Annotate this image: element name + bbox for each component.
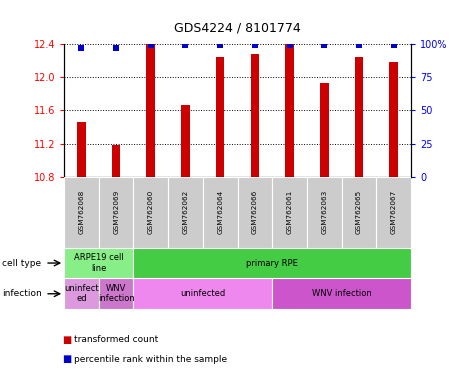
Text: GSM762060: GSM762060 — [148, 190, 154, 234]
Text: GSM762069: GSM762069 — [113, 190, 119, 234]
Text: GSM762062: GSM762062 — [182, 190, 189, 234]
Bar — [133, 177, 168, 248]
Text: uninfected: uninfected — [180, 289, 226, 298]
Text: WNV infection: WNV infection — [312, 289, 371, 298]
Text: ■: ■ — [62, 335, 71, 345]
Bar — [64, 177, 99, 248]
Point — [181, 42, 189, 48]
Text: GSM762065: GSM762065 — [356, 190, 362, 234]
Point — [251, 42, 259, 48]
Text: transformed count: transformed count — [74, 335, 158, 344]
Point — [286, 42, 294, 48]
Bar — [112, 145, 121, 177]
Text: ARPE19 cell
line: ARPE19 cell line — [74, 253, 124, 273]
Bar — [272, 177, 307, 248]
Point — [217, 42, 224, 48]
Text: ■: ■ — [62, 354, 71, 364]
Text: GSM762068: GSM762068 — [78, 190, 85, 234]
Bar — [77, 122, 86, 177]
Bar — [64, 278, 99, 309]
Bar — [272, 278, 411, 309]
Bar — [216, 58, 225, 177]
Bar — [250, 54, 259, 177]
Bar — [181, 104, 190, 177]
Text: uninfect
ed: uninfect ed — [64, 284, 99, 303]
Bar — [133, 278, 272, 309]
Text: WNV
infection: WNV infection — [98, 284, 134, 303]
Text: primary RPE: primary RPE — [246, 258, 298, 268]
Text: GDS4224 / 8101774: GDS4224 / 8101774 — [174, 21, 301, 34]
Text: infection: infection — [2, 289, 42, 298]
Bar — [389, 61, 398, 177]
Point — [320, 42, 328, 48]
Bar — [320, 83, 329, 177]
Text: GSM762063: GSM762063 — [321, 190, 327, 234]
Text: GSM762066: GSM762066 — [252, 190, 258, 234]
Bar — [168, 177, 203, 248]
Bar — [307, 177, 342, 248]
Text: percentile rank within the sample: percentile rank within the sample — [74, 354, 227, 364]
Point — [390, 42, 397, 48]
Bar — [146, 44, 155, 177]
Bar — [342, 177, 376, 248]
Bar — [376, 177, 411, 248]
Bar — [99, 278, 133, 309]
Text: GSM762067: GSM762067 — [390, 190, 397, 234]
Point — [113, 45, 120, 51]
Text: GSM762064: GSM762064 — [217, 190, 223, 234]
Point — [355, 42, 363, 48]
Bar — [133, 248, 411, 278]
Text: cell type: cell type — [2, 258, 41, 268]
Bar — [354, 56, 363, 177]
Bar — [203, 177, 238, 248]
Point — [78, 45, 86, 51]
Point — [147, 42, 155, 48]
Bar — [64, 248, 133, 278]
Bar — [99, 177, 133, 248]
Text: GSM762061: GSM762061 — [286, 190, 293, 234]
Bar — [285, 44, 294, 177]
Bar — [238, 177, 272, 248]
